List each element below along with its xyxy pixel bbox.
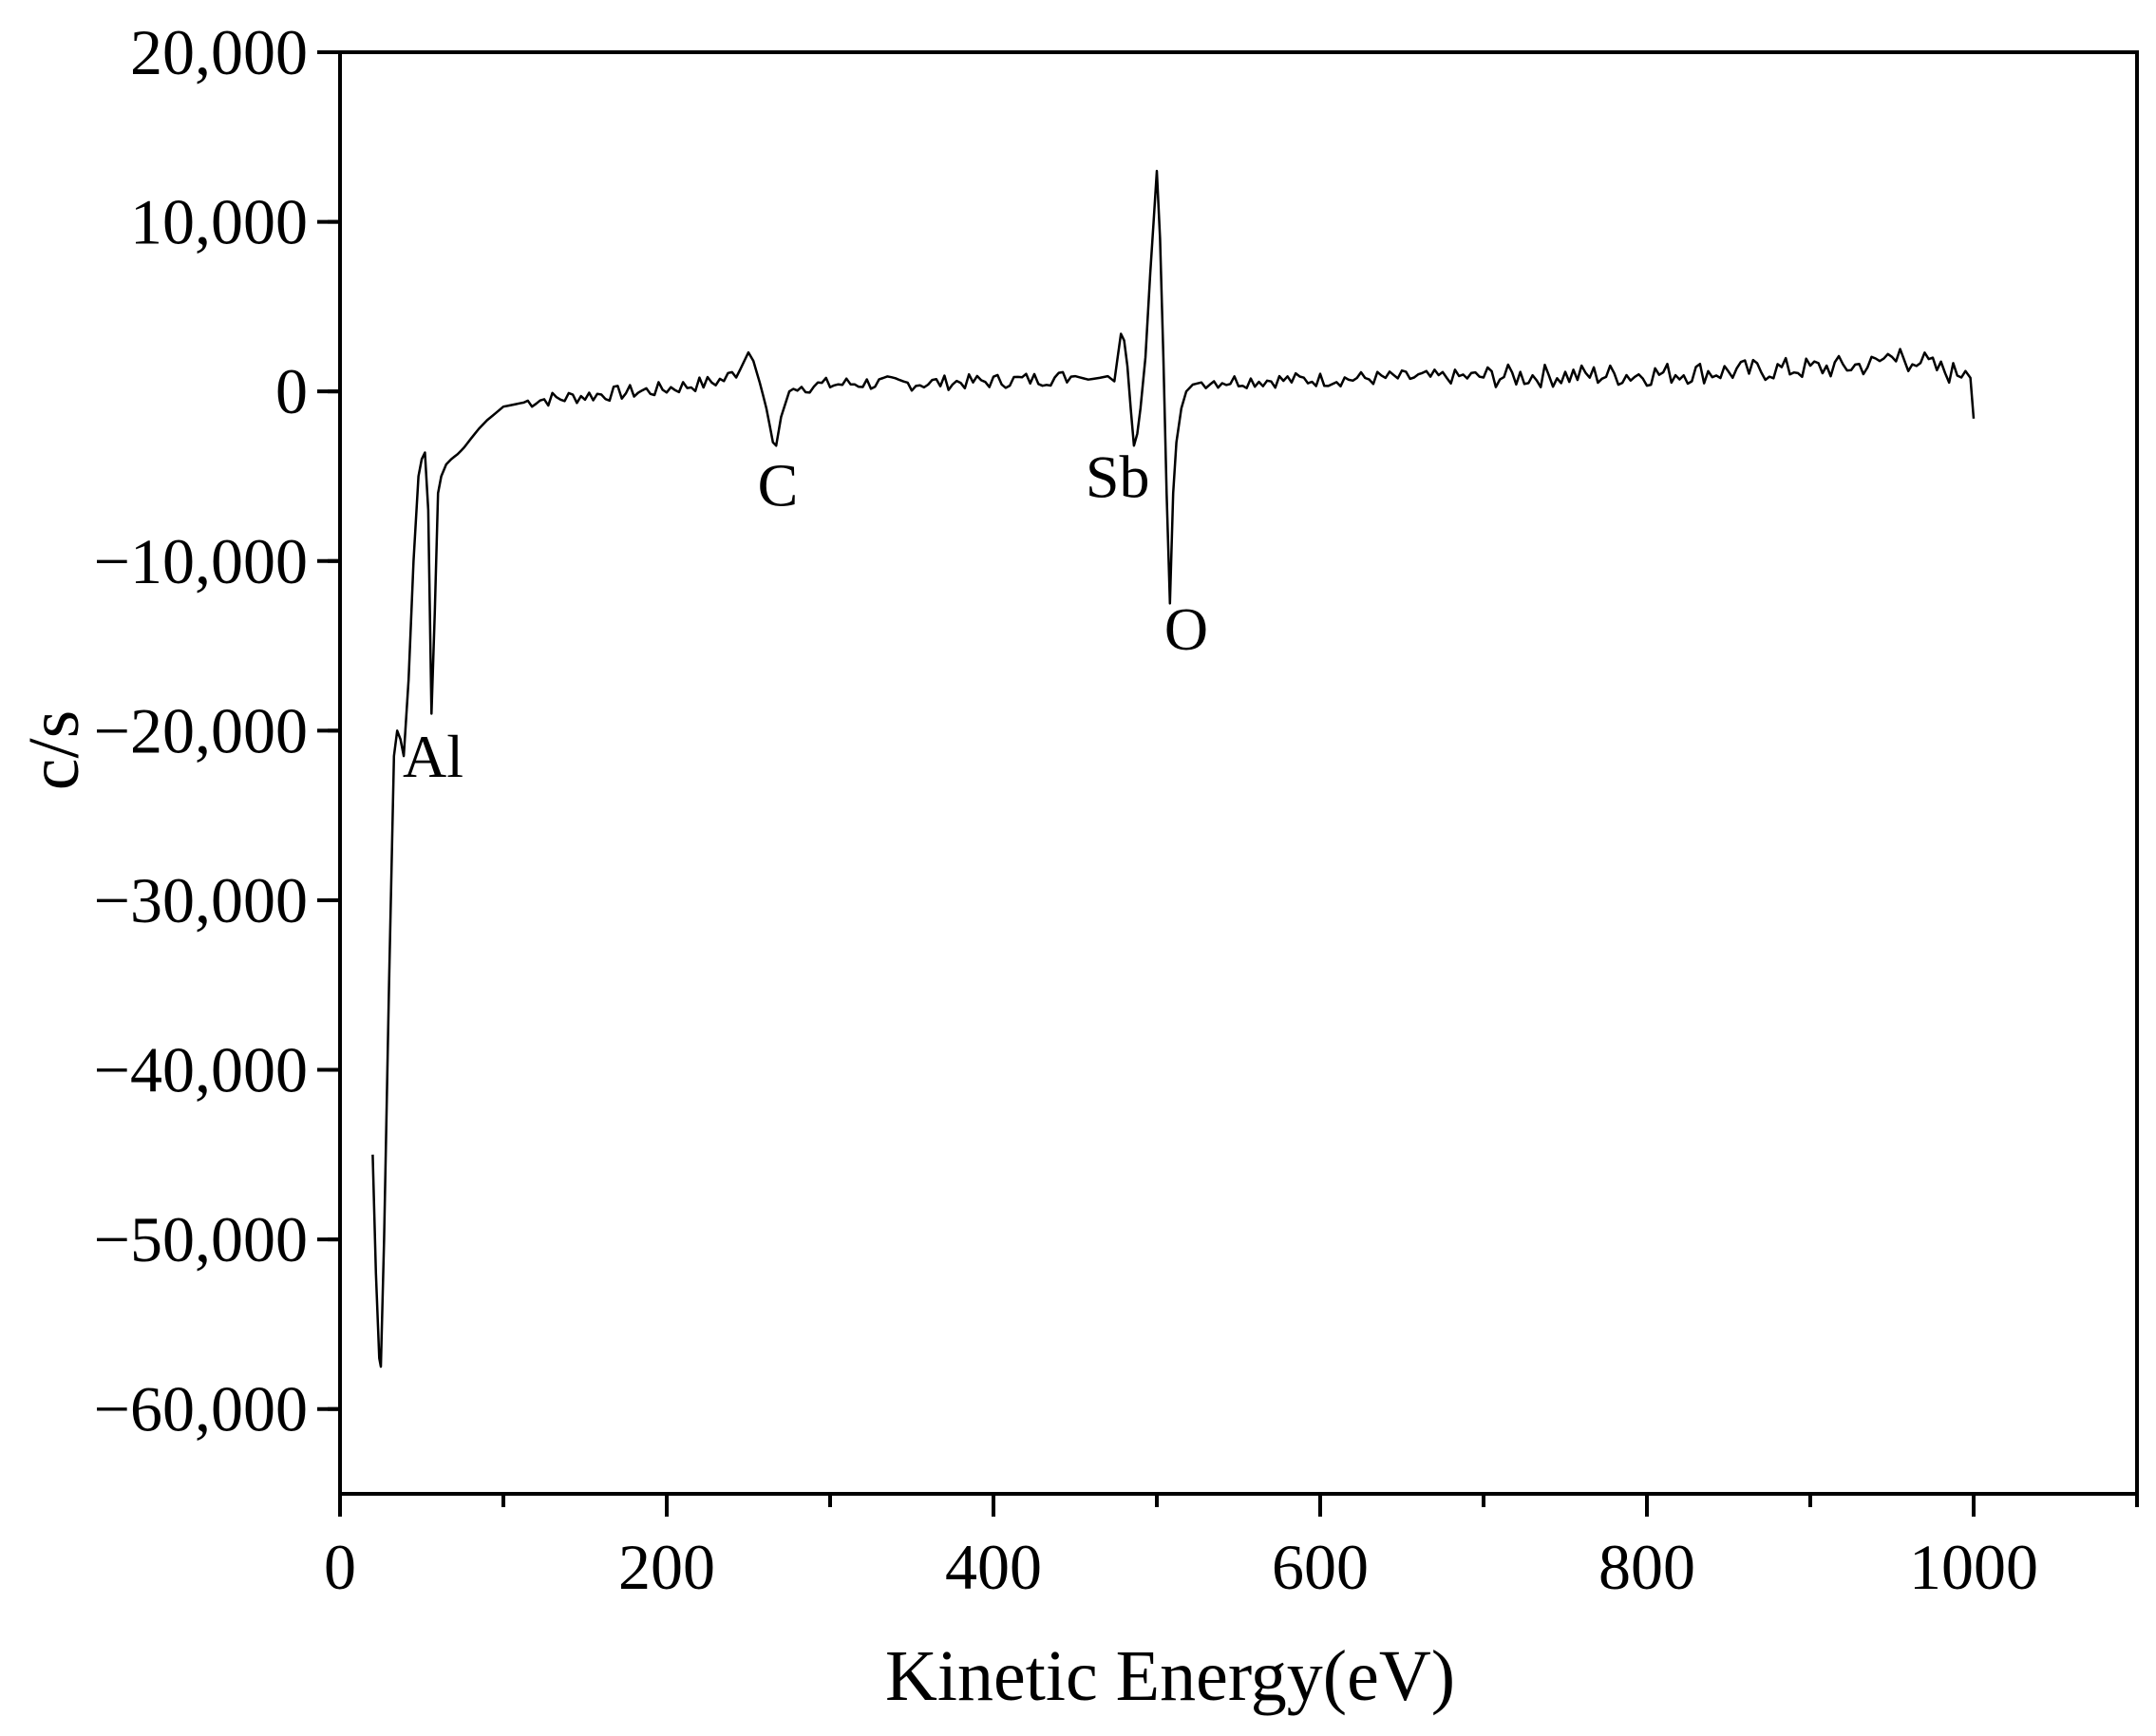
x-axis-title: Kinetic Energy(eV) [885,1636,1455,1716]
y-tick-label: −20,000 [94,694,308,766]
peak-label: Al [403,723,463,790]
x-tick-label: 600 [1272,1531,1369,1603]
y-tick-label: 20,000 [130,16,308,88]
peak-label: Sb [1086,443,1150,510]
y-tick-label: −60,000 [94,1373,308,1445]
y-tick-label: −30,000 [94,864,308,936]
x-tick-label: 1000 [1909,1531,2038,1603]
x-tick-label: 0 [324,1531,356,1603]
y-tick-label: 10,000 [130,186,308,258]
peak-label: C [758,451,799,519]
y-tick-label: 0 [275,355,308,427]
x-tick-label: 400 [945,1531,1042,1603]
y-tick-label: −50,000 [94,1203,308,1275]
spectrum-line [371,169,1976,1368]
x-tick-label: 200 [618,1531,715,1603]
y-tick-label: −10,000 [94,525,308,597]
x-tick-label: 800 [1598,1531,1695,1603]
y-axis-title: c/s [14,710,94,790]
x-axis: 0 200 400 600 800 1000 [324,1494,2139,1603]
y-tick-label: −40,000 [94,1034,308,1106]
y-axis: 20,000 10,000 0 −10,000 −20,000 −30,000 −40,00… [94,16,340,1445]
peak-label: O [1164,595,1208,663]
plot-frame [338,50,2139,1496]
peak-annotations: Al C Sb O [403,443,1208,790]
